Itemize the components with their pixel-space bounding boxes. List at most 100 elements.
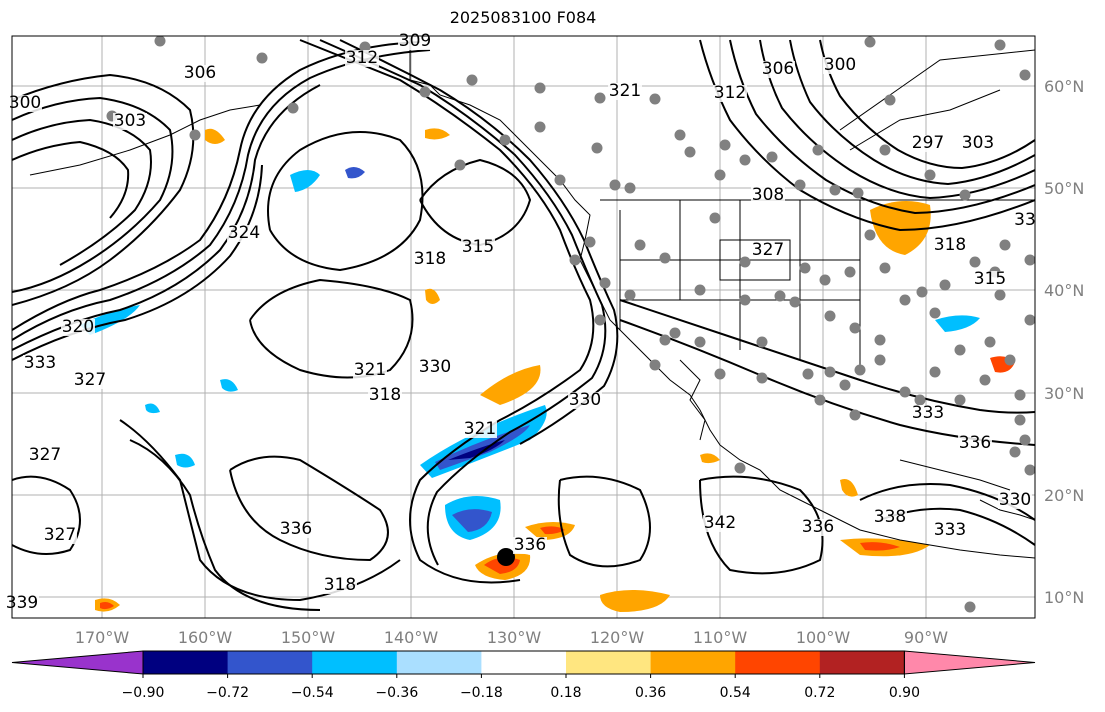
contour-label: 333 — [934, 520, 966, 540]
station-dot — [684, 146, 696, 158]
colorbar-tick-label: −0.18 — [460, 685, 503, 701]
colorbar-segment — [650, 651, 736, 674]
contour-label: 306 — [762, 59, 794, 79]
contour-labels: 309 312 306 303 300 321 312 306 300 297 303 324 315 3… — [5, 31, 1042, 613]
contour-label: 327 — [74, 370, 106, 390]
contour-label: 333 — [24, 353, 56, 373]
longitude-tick-label: 120°W — [590, 628, 645, 647]
station-dot — [954, 394, 966, 406]
station-dot — [766, 151, 778, 163]
station-dot — [554, 174, 566, 186]
contour-label-bg — [933, 237, 967, 254]
coastlines — [29, 36, 1035, 559]
station-dot — [1024, 464, 1035, 476]
colorbar — [11, 650, 1036, 675]
contour-label-bg — [279, 521, 313, 538]
contour-label: 315 — [462, 237, 494, 257]
colorbar-tick-label: 0.72 — [804, 685, 835, 701]
station-dot — [924, 169, 936, 181]
station-dot — [774, 290, 786, 302]
contour-label-bg — [5, 595, 39, 612]
contour-label: 312 — [714, 83, 746, 103]
station-dot — [1009, 446, 1021, 458]
station-dot — [719, 139, 731, 151]
station-dot — [959, 189, 971, 201]
station-dot — [534, 82, 546, 94]
station-dot — [1014, 389, 1026, 401]
colorbar-tick-label: 0.18 — [550, 685, 581, 701]
station-dot — [256, 52, 268, 64]
longitude-tick-label: 100°W — [796, 628, 851, 647]
contour-label-bg — [398, 33, 432, 50]
contour-label-bg — [911, 135, 945, 152]
contour-label-bg — [973, 271, 1007, 288]
latitude-tick-label: 20°N — [1044, 486, 1084, 505]
contour-label: 327 — [44, 525, 76, 545]
contour-label-bg — [353, 362, 387, 379]
station-dot — [874, 334, 886, 346]
contour-label: 321 — [354, 360, 386, 380]
contour-label: 330 — [569, 390, 601, 410]
colorbar-tick-label: −0.90 — [122, 685, 165, 701]
station-dot — [466, 74, 478, 86]
contour-label: 300 — [9, 93, 41, 113]
colorbar-frame — [142, 650, 905, 675]
map-title: 2025083100 F084 — [449, 8, 597, 27]
contour-label-bg — [368, 387, 402, 404]
station-dot — [789, 296, 801, 308]
colorbar-labels: −0.90 −0.72 −0.54 −0.36 −0.18 0.18 0.36 0.54 0.7… — [122, 674, 920, 701]
station-dot — [594, 92, 606, 104]
station-dot — [824, 310, 836, 322]
contour-label-bg — [28, 447, 62, 464]
contour-label: 342 — [704, 513, 736, 533]
contour-label: 297 — [912, 133, 944, 153]
station-dot — [899, 294, 911, 306]
station-dot — [824, 366, 836, 378]
colorbar-segment — [312, 651, 398, 674]
station-dot — [812, 144, 824, 156]
station-dot — [674, 129, 686, 141]
station-dot — [1019, 434, 1031, 446]
station-dot — [854, 364, 866, 376]
contour-label-bg — [911, 405, 945, 422]
colorbar-segment — [143, 651, 229, 674]
colorbar-segment — [566, 651, 652, 674]
contour-label-bg — [713, 85, 747, 102]
contour-label: 327 — [752, 240, 784, 260]
contour-label-bg — [418, 359, 452, 376]
station-dot — [189, 129, 201, 141]
station-dot — [814, 394, 826, 406]
colorbar-tick-label: 0.90 — [889, 685, 920, 701]
longitude-tick-label: 90°W — [904, 628, 948, 647]
contour-label: 324 — [228, 223, 260, 243]
station-dot — [829, 184, 841, 196]
contour-lines — [12, 39, 1035, 611]
contour-label-bg — [43, 527, 77, 544]
contour-label: 336 — [514, 535, 546, 555]
contour-label-bg — [413, 251, 447, 268]
contour-label: 318 — [324, 575, 356, 595]
station-dot — [999, 239, 1011, 251]
contour-label: 303 — [114, 111, 146, 131]
station-dot — [844, 266, 856, 278]
colorbar-segment — [735, 651, 821, 674]
station-dot — [1024, 314, 1035, 326]
station-dot — [864, 229, 876, 241]
map-frame — [11, 35, 1036, 619]
contour-label: 330 — [419, 357, 451, 377]
contour-label: 318 — [369, 385, 401, 405]
contour-label: 303 — [962, 133, 994, 153]
contour-label-bg — [345, 50, 379, 67]
contour-label-bg — [961, 135, 995, 152]
contour-label: 336 — [959, 433, 991, 453]
contour-label-bg — [61, 319, 95, 336]
contour-label: 330 — [999, 490, 1031, 510]
contour-label: 300 — [824, 55, 856, 75]
station-dot — [799, 262, 811, 274]
contour-label: 327 — [29, 445, 61, 465]
contour-label: 321 — [609, 81, 641, 101]
station-dot — [839, 379, 851, 391]
contour-label-bg — [751, 242, 785, 259]
station-dot — [849, 322, 861, 334]
